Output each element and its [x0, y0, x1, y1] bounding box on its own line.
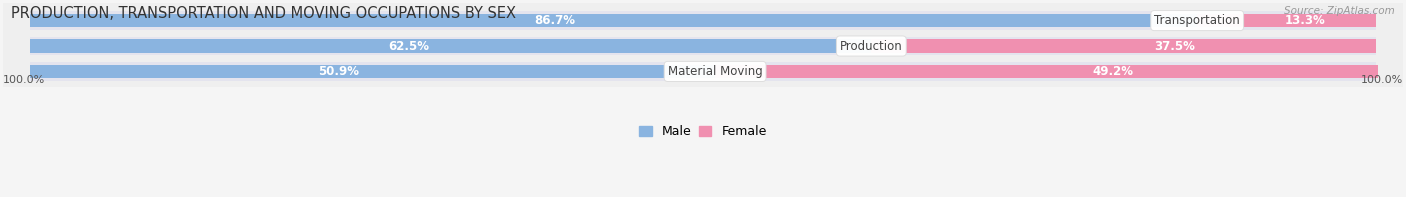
Text: 100.0%: 100.0% [1361, 75, 1403, 85]
Bar [872, 39, 1376, 53]
Bar [30, 39, 872, 53]
Text: Source: ZipAtlas.com: Source: ZipAtlas.com [1284, 6, 1395, 16]
Text: 13.3%: 13.3% [1284, 14, 1324, 27]
Text: 49.2%: 49.2% [1092, 65, 1133, 78]
Text: Material Moving: Material Moving [668, 65, 762, 78]
Text: 100.0%: 100.0% [3, 75, 45, 85]
Text: 50.9%: 50.9% [318, 65, 359, 78]
Text: PRODUCTION, TRANSPORTATION AND MOVING OCCUPATIONS BY SEX: PRODUCTION, TRANSPORTATION AND MOVING OC… [11, 6, 516, 21]
Legend: Male, Female: Male, Female [634, 120, 772, 143]
Bar [1197, 14, 1376, 27]
Text: Production: Production [839, 40, 903, 53]
Text: 37.5%: 37.5% [1154, 40, 1195, 53]
Bar [30, 37, 1376, 55]
Bar [30, 65, 716, 78]
Bar [716, 65, 1378, 78]
Text: 86.7%: 86.7% [534, 14, 575, 27]
Bar [30, 62, 1376, 81]
Text: Transportation: Transportation [1154, 14, 1240, 27]
Text: 62.5%: 62.5% [388, 40, 429, 53]
Bar [30, 11, 1376, 30]
Bar [30, 14, 1197, 27]
